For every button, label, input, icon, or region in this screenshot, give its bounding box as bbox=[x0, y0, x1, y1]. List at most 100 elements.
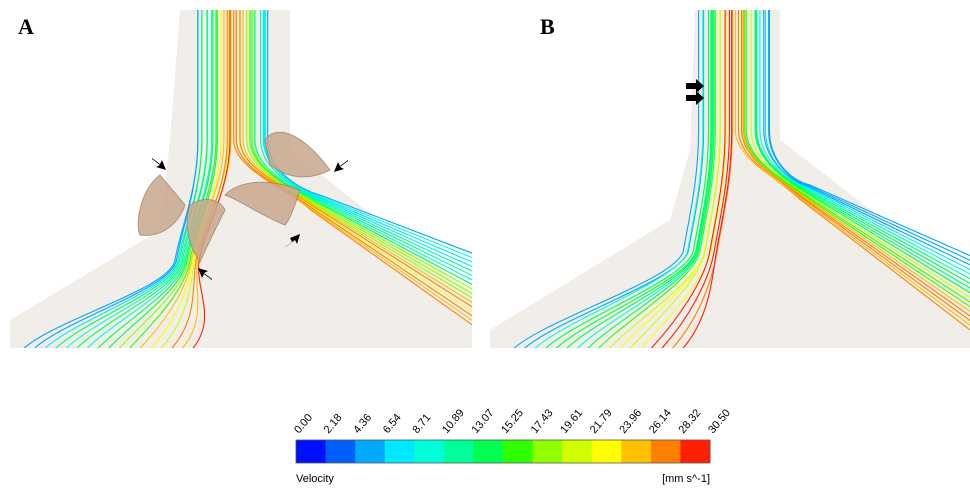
streamline bbox=[737, 10, 970, 331]
colorbar-tick-label: 8.71 bbox=[410, 412, 433, 436]
streamline bbox=[86, 10, 213, 348]
colorbar-unit: [mm s^-1] bbox=[662, 473, 710, 485]
streamline bbox=[139, 10, 225, 348]
colorbar-tick-label: 2.18 bbox=[322, 412, 345, 436]
colorbar-frame bbox=[295, 439, 711, 464]
streamline bbox=[248, 10, 472, 294]
streamline bbox=[76, 10, 208, 348]
colorbar-segment bbox=[591, 440, 622, 463]
valve-leaflet bbox=[224, 181, 301, 226]
panel-label: A bbox=[18, 14, 34, 39]
colorbar-segment bbox=[414, 440, 445, 463]
streamline bbox=[246, 10, 472, 299]
colorbar-segment bbox=[562, 440, 593, 463]
streamline bbox=[555, 10, 712, 348]
colorbar-tick-label: 10.89 bbox=[440, 407, 467, 436]
streamline bbox=[262, 10, 472, 263]
streamline bbox=[661, 10, 730, 348]
streamline bbox=[513, 10, 700, 348]
streamline bbox=[619, 10, 721, 348]
colorbar-segment bbox=[650, 440, 681, 463]
streamline bbox=[97, 10, 214, 348]
streamline bbox=[763, 10, 970, 266]
colorbar-tick-label: 28.32 bbox=[677, 407, 704, 436]
streamline bbox=[750, 10, 970, 298]
valves bbox=[137, 131, 331, 264]
streamline bbox=[171, 10, 228, 348]
colorbar-tick-label: 4.36 bbox=[351, 412, 374, 436]
streamline bbox=[745, 10, 970, 303]
streamline bbox=[129, 10, 218, 348]
arrows bbox=[152, 79, 704, 280]
streamline bbox=[598, 10, 716, 348]
colorbar-segment bbox=[532, 440, 563, 463]
colorbar-segment bbox=[680, 440, 711, 463]
streamline bbox=[734, 10, 970, 326]
valve-leaflet bbox=[264, 131, 331, 178]
streamline bbox=[759, 10, 970, 275]
colorbar-segment bbox=[473, 440, 504, 463]
colorbar-tick-label: 0.00 bbox=[292, 412, 315, 436]
streamline bbox=[534, 10, 704, 348]
arrow bbox=[284, 234, 300, 248]
panel-b bbox=[490, 10, 970, 348]
vessel bbox=[490, 10, 970, 348]
colorbar-segment bbox=[296, 440, 327, 463]
arrow bbox=[686, 91, 704, 105]
streamline bbox=[250, 10, 472, 285]
colorbar-tick-label: 26.14 bbox=[647, 407, 674, 436]
colorbar-title: Velocity bbox=[296, 473, 334, 485]
streamline bbox=[242, 10, 472, 303]
streamline bbox=[254, 10, 472, 277]
valve-leaflet bbox=[137, 174, 186, 236]
streamline bbox=[239, 10, 472, 308]
colorbar-tick-label: 6.54 bbox=[381, 412, 404, 436]
streamline bbox=[756, 10, 970, 280]
streamline bbox=[768, 10, 970, 257]
panel-label: B bbox=[540, 14, 555, 39]
arrow bbox=[334, 160, 348, 172]
streamline bbox=[740, 10, 970, 322]
streamline bbox=[629, 10, 721, 348]
streamline bbox=[235, 10, 472, 317]
streamline bbox=[545, 10, 710, 348]
streamline bbox=[587, 10, 715, 348]
streamline bbox=[682, 10, 733, 348]
streamline bbox=[150, 10, 222, 348]
streamline bbox=[55, 10, 203, 348]
colorbar-segment bbox=[503, 440, 534, 463]
streamline bbox=[640, 10, 727, 348]
streamline bbox=[742, 10, 970, 312]
panel-a bbox=[10, 10, 472, 348]
colorbar-tick-label: 13.07 bbox=[470, 407, 497, 436]
colorbar-tick-label: 15.25 bbox=[499, 407, 526, 436]
arrow bbox=[152, 158, 166, 170]
colorbar-segment bbox=[621, 440, 652, 463]
colorbar-segment bbox=[355, 440, 386, 463]
streamline bbox=[233, 10, 472, 326]
vessel bbox=[10, 10, 472, 348]
streamline bbox=[755, 10, 970, 285]
colorbar-segment bbox=[443, 440, 474, 463]
colorbar-segment bbox=[325, 440, 356, 463]
streamline bbox=[260, 10, 472, 272]
colorbar-tick-label: 23.96 bbox=[617, 407, 644, 436]
streamline bbox=[160, 10, 229, 348]
colorbar-tick-label: 21.79 bbox=[588, 407, 615, 436]
streamline bbox=[34, 10, 199, 348]
colorbar-tick-label: 19.61 bbox=[558, 407, 585, 436]
colorbar-tick-label: 17.43 bbox=[529, 407, 556, 436]
streamline bbox=[566, 10, 713, 348]
colorbar-tick-label: 30.50 bbox=[706, 407, 733, 436]
arrow bbox=[198, 268, 212, 280]
streamline bbox=[524, 10, 705, 348]
streamline bbox=[650, 10, 726, 348]
colorbar-segment bbox=[384, 440, 415, 463]
streamline bbox=[744, 10, 970, 308]
streamline bbox=[671, 10, 733, 348]
colorbar: 0.00 2.18 4.36 6.54 8.71 10.89 13.07 15.25 17.43… bbox=[292, 407, 733, 464]
arrow bbox=[686, 79, 704, 93]
streamline bbox=[108, 10, 217, 348]
valve-leaflet bbox=[186, 199, 226, 264]
